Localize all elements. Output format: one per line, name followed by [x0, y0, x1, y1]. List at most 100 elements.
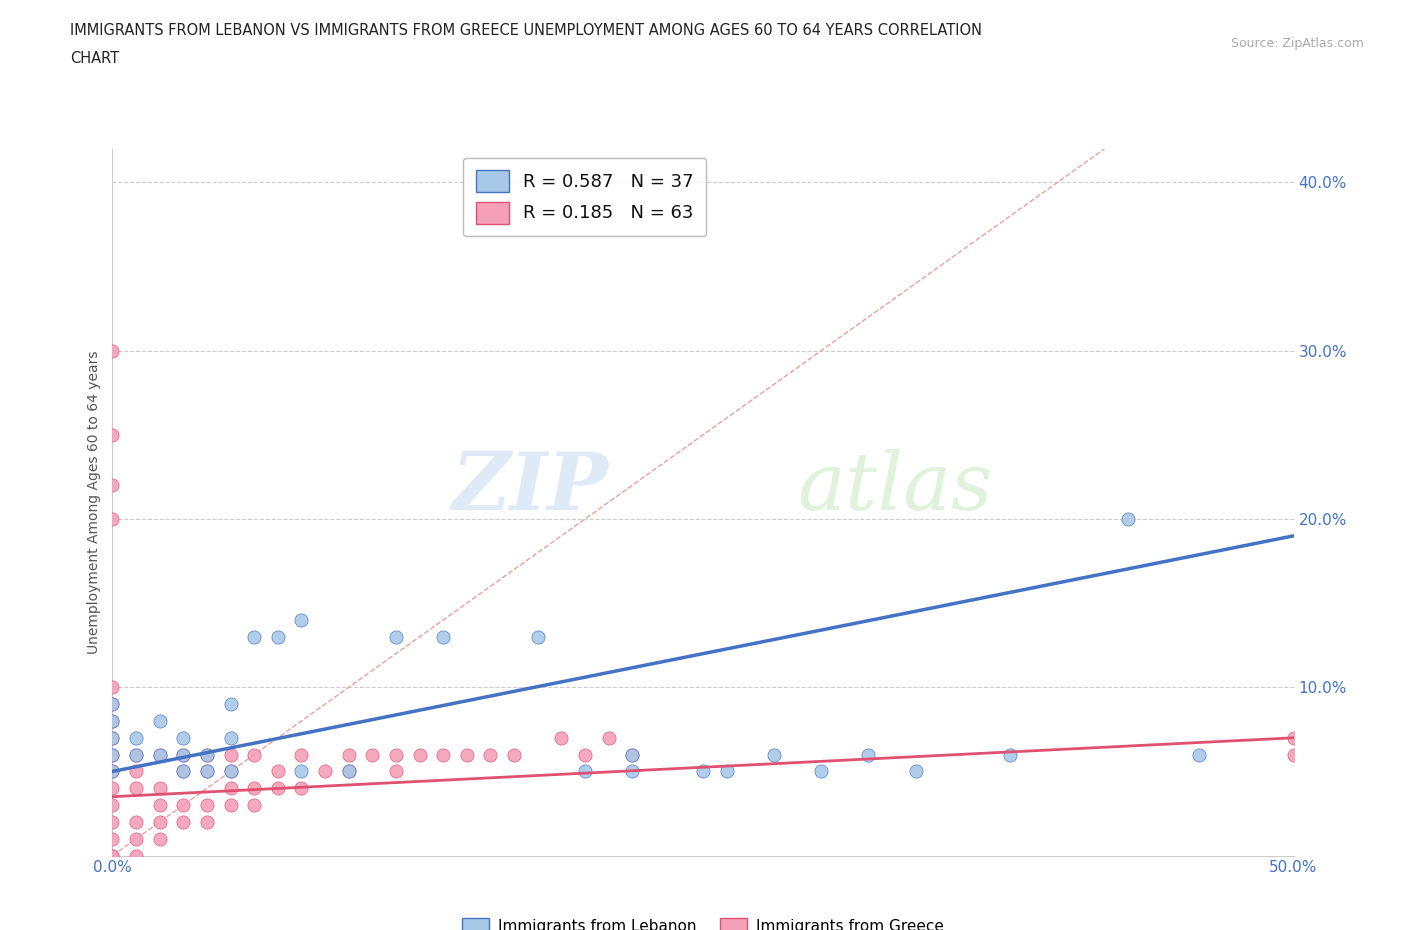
- Point: [149, 815, 172, 830]
- Point: [101, 747, 124, 762]
- Point: [810, 764, 832, 779]
- Point: [456, 747, 478, 762]
- Point: [337, 747, 360, 762]
- Text: Source: ZipAtlas.com: Source: ZipAtlas.com: [1230, 37, 1364, 50]
- Point: [195, 764, 218, 779]
- Point: [195, 815, 218, 830]
- Point: [149, 713, 172, 728]
- Text: atlas: atlas: [797, 449, 993, 526]
- Point: [574, 747, 596, 762]
- Point: [101, 428, 124, 443]
- Point: [101, 730, 124, 745]
- Point: [267, 781, 290, 796]
- Point: [1188, 747, 1211, 762]
- Point: [101, 730, 124, 745]
- Point: [361, 747, 384, 762]
- Point: [290, 764, 312, 779]
- Point: [1116, 512, 1139, 526]
- Point: [101, 831, 124, 846]
- Point: [858, 747, 880, 762]
- Point: [479, 747, 502, 762]
- Point: [598, 730, 620, 745]
- Point: [314, 764, 336, 779]
- Point: [716, 764, 738, 779]
- Point: [408, 747, 430, 762]
- Point: [101, 798, 124, 813]
- Point: [621, 747, 644, 762]
- Point: [101, 848, 124, 863]
- Point: [125, 730, 148, 745]
- Point: [125, 747, 148, 762]
- Text: IMMIGRANTS FROM LEBANON VS IMMIGRANTS FROM GREECE UNEMPLOYMENT AMONG AGES 60 TO : IMMIGRANTS FROM LEBANON VS IMMIGRANTS FR…: [70, 23, 983, 38]
- Point: [290, 613, 312, 628]
- Point: [503, 747, 526, 762]
- Point: [243, 747, 266, 762]
- Point: [574, 764, 596, 779]
- Point: [385, 630, 408, 644]
- Point: [149, 747, 172, 762]
- Point: [172, 730, 194, 745]
- Point: [219, 697, 242, 711]
- Point: [219, 764, 242, 779]
- Point: [243, 798, 266, 813]
- Point: [101, 697, 124, 711]
- Point: [195, 747, 218, 762]
- Point: [243, 781, 266, 796]
- Point: [219, 747, 242, 762]
- Point: [1282, 730, 1305, 745]
- Point: [125, 831, 148, 846]
- Point: [432, 630, 454, 644]
- Point: [149, 747, 172, 762]
- Point: [243, 630, 266, 644]
- Point: [101, 764, 124, 779]
- Point: [385, 764, 408, 779]
- Text: ZIP: ZIP: [451, 449, 609, 526]
- Point: [195, 747, 218, 762]
- Point: [219, 798, 242, 813]
- Point: [125, 747, 148, 762]
- Point: [101, 781, 124, 796]
- Point: [219, 730, 242, 745]
- Point: [762, 747, 785, 762]
- Point: [692, 764, 714, 779]
- Point: [195, 798, 218, 813]
- Point: [101, 512, 124, 526]
- Point: [219, 781, 242, 796]
- Legend: Immigrants from Lebanon, Immigrants from Greece: Immigrants from Lebanon, Immigrants from…: [456, 911, 950, 930]
- Point: [101, 747, 124, 762]
- Point: [385, 747, 408, 762]
- Point: [172, 764, 194, 779]
- Point: [172, 747, 194, 762]
- Point: [337, 764, 360, 779]
- Y-axis label: Unemployment Among Ages 60 to 64 years: Unemployment Among Ages 60 to 64 years: [87, 351, 101, 654]
- Point: [550, 730, 572, 745]
- Point: [125, 781, 148, 796]
- Point: [101, 697, 124, 711]
- Point: [337, 764, 360, 779]
- Point: [101, 713, 124, 728]
- Point: [904, 764, 927, 779]
- Point: [998, 747, 1021, 762]
- Point: [195, 764, 218, 779]
- Point: [125, 848, 148, 863]
- Point: [125, 815, 148, 830]
- Point: [172, 747, 194, 762]
- Point: [267, 764, 290, 779]
- Point: [621, 764, 644, 779]
- Text: CHART: CHART: [70, 51, 120, 66]
- Point: [432, 747, 454, 762]
- Point: [101, 680, 124, 695]
- Point: [101, 478, 124, 493]
- Point: [149, 798, 172, 813]
- Point: [621, 747, 644, 762]
- Point: [290, 781, 312, 796]
- Point: [101, 815, 124, 830]
- Point: [172, 764, 194, 779]
- Point: [526, 630, 548, 644]
- Point: [101, 764, 124, 779]
- Point: [1282, 747, 1305, 762]
- Point: [101, 343, 124, 358]
- Point: [290, 747, 312, 762]
- Point: [101, 848, 124, 863]
- Point: [101, 713, 124, 728]
